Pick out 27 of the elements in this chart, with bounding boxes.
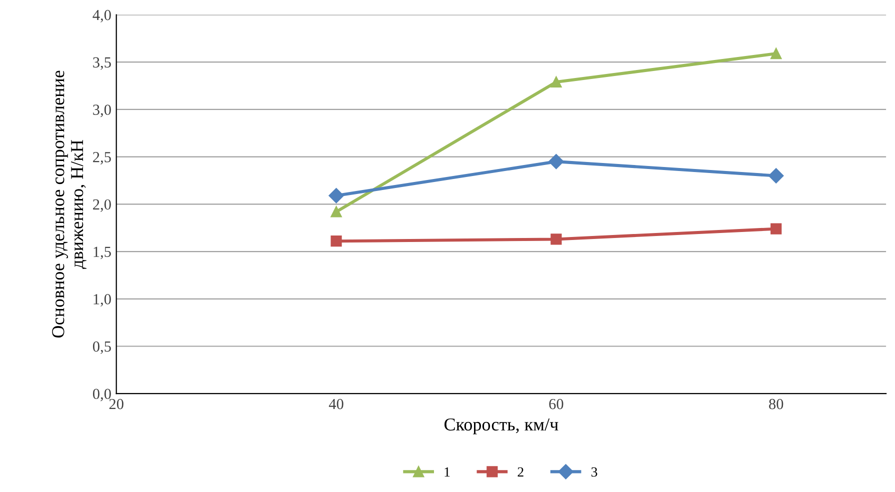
y-tick-label: 0,5 bbox=[92, 341, 111, 354]
y-tick-label: 1,0 bbox=[94, 294, 111, 307]
point bbox=[768, 168, 784, 184]
y-tick-label: 3,5 bbox=[93, 57, 111, 70]
legend-label: 3 bbox=[591, 467, 598, 477]
x-tick-label: 80 bbox=[769, 398, 784, 410]
x-axis-title: Скорость, км/ч bbox=[444, 418, 558, 434]
point bbox=[770, 223, 782, 234]
legend-label: 1 bbox=[444, 467, 450, 477]
x-tick-label: 40 bbox=[328, 398, 344, 410]
y-tick-label: 2,0 bbox=[93, 199, 111, 212]
y-tick-label: 2,5 bbox=[93, 152, 111, 164]
point bbox=[550, 234, 562, 245]
y-tick-label: 3,0 bbox=[93, 104, 111, 118]
y-axis-title: Основное удельное сопротивление движению, Н/кН bbox=[52, 70, 86, 338]
x-tick-label: 20 bbox=[109, 398, 124, 410]
point bbox=[330, 206, 342, 218]
x-tick-label: 60 bbox=[549, 398, 564, 410]
point bbox=[550, 76, 562, 88]
point bbox=[330, 236, 342, 247]
y-tick-label: 0,0 bbox=[92, 388, 111, 402]
y-tick-label: 1,5 bbox=[94, 246, 111, 260]
legend-label: 2 bbox=[518, 467, 524, 477]
point bbox=[548, 154, 564, 170]
point bbox=[770, 48, 782, 60]
point bbox=[328, 188, 344, 204]
y-tick-label: 4,0 bbox=[92, 10, 111, 22]
